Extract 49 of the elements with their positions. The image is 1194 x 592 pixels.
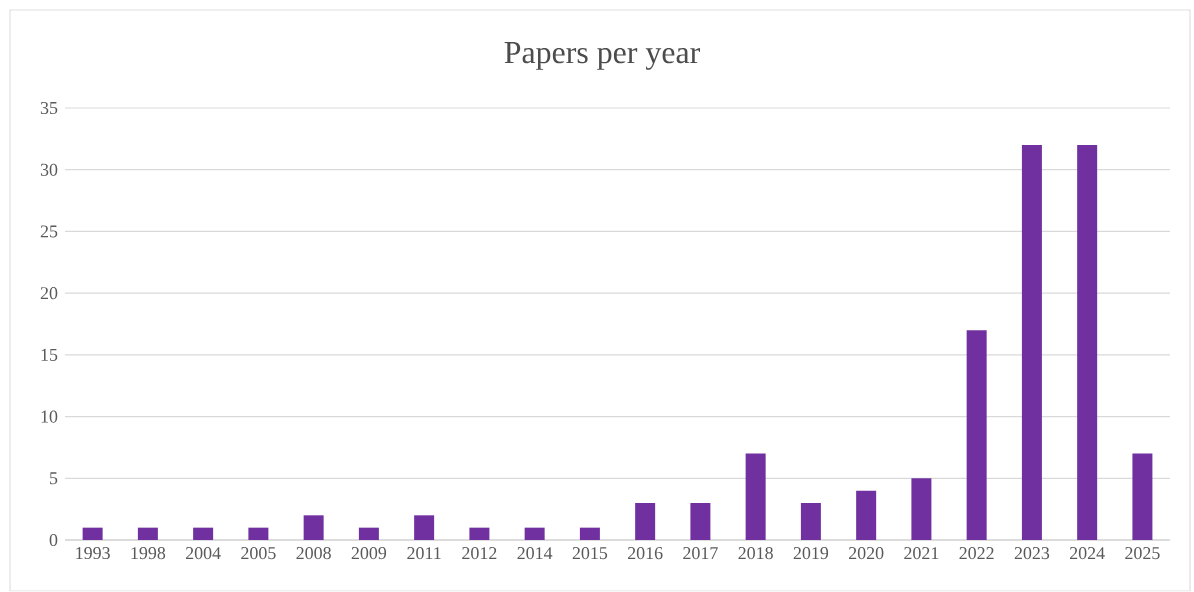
x-tick-label: 2025 — [1125, 547, 1160, 560]
bar — [358, 527, 379, 541]
x-tick-label: 2012 — [462, 547, 497, 560]
bar — [911, 478, 932, 541]
bar — [193, 527, 214, 541]
bar — [745, 453, 766, 541]
x-tick-label: 2021 — [904, 547, 939, 560]
x-tick-label: 2014 — [517, 547, 553, 560]
bar — [469, 527, 490, 541]
x-tick-label: 2018 — [738, 547, 773, 560]
x-tick-label: 2004 — [185, 547, 221, 560]
bar — [248, 527, 269, 541]
bar — [524, 527, 545, 541]
x-tick-label: 2009 — [351, 547, 387, 560]
x-tick-label: 2024 — [1070, 547, 1105, 560]
y-tick-label: 0 — [49, 534, 58, 547]
bar — [579, 527, 600, 541]
x-tick-label: 2011 — [407, 547, 441, 560]
x-tick-label: 1998 — [131, 547, 166, 560]
bar — [137, 527, 158, 541]
x-tick-label: 2008 — [296, 547, 331, 560]
x-tick-label: 2017 — [683, 547, 718, 560]
x-tick-label: 2005 — [241, 547, 276, 560]
bar — [800, 503, 821, 541]
y-tick-label: 5 — [50, 472, 58, 485]
bar — [856, 490, 877, 541]
x-tick-label: 2020 — [849, 547, 884, 560]
chart-title: Papers per year — [504, 42, 700, 71]
bar — [966, 330, 987, 541]
bar — [1132, 453, 1153, 541]
y-tick-label: 10 — [41, 410, 58, 423]
x-tick-label: 1993 — [76, 547, 110, 560]
x-tick-label: 2022 — [959, 547, 994, 560]
bar — [82, 527, 103, 541]
x-tick-label: 2023 — [1014, 547, 1050, 560]
bar — [1021, 145, 1042, 541]
bar — [1077, 145, 1098, 541]
y-tick-label: 25 — [40, 225, 58, 238]
x-tick-label: 2015 — [572, 547, 608, 560]
y-tick-label: 15 — [41, 349, 58, 362]
y-tick-label: 30 — [40, 163, 58, 176]
y-tick-label: 20 — [40, 287, 58, 300]
x-tick-label: 2016 — [627, 547, 663, 560]
y-tick-label: 35 — [40, 102, 58, 115]
x-tick-label: 2019 — [793, 547, 829, 560]
bar — [414, 515, 435, 541]
bar — [303, 515, 324, 541]
bar — [635, 503, 656, 541]
bar — [690, 503, 711, 541]
